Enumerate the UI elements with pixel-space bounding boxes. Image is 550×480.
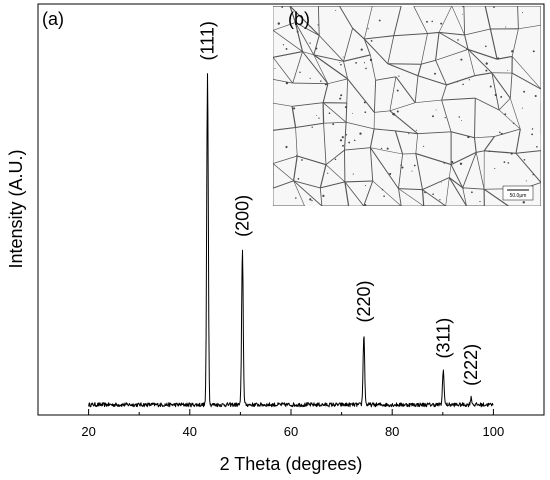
inset-scale-bar: 50.0μm [502,185,534,201]
peak-label: (222) [461,344,481,386]
panel-label-inset: (b) [288,9,310,29]
y-axis-title: Intensity (A.U.) [6,149,26,268]
x-tick-label: 60 [284,424,298,439]
peak-label: (200) [232,195,252,237]
grain-boundaries [273,6,541,206]
x-tick-label: 100 [483,424,505,439]
xrd-pattern-line [88,73,494,408]
panel-label-main: (a) [42,9,64,29]
x-tick-label: 80 [385,424,399,439]
x-tick-label: 20 [81,424,95,439]
peak-label: (311) [433,318,453,359]
x-tick-label: 40 [183,424,197,439]
scale-bar-label: 50.0μm [510,193,527,199]
inset-micrograph: 50.0μm (b) [273,6,541,206]
x-axis: 20 40 60 80 100 [37,409,545,439]
peak-label: (111) [198,21,218,60]
peak-label: (220) [354,280,374,322]
peak-labels: (111) (200) (220) (311) (222) [198,21,482,386]
x-axis-title: 2 Theta (degrees) [220,454,363,474]
